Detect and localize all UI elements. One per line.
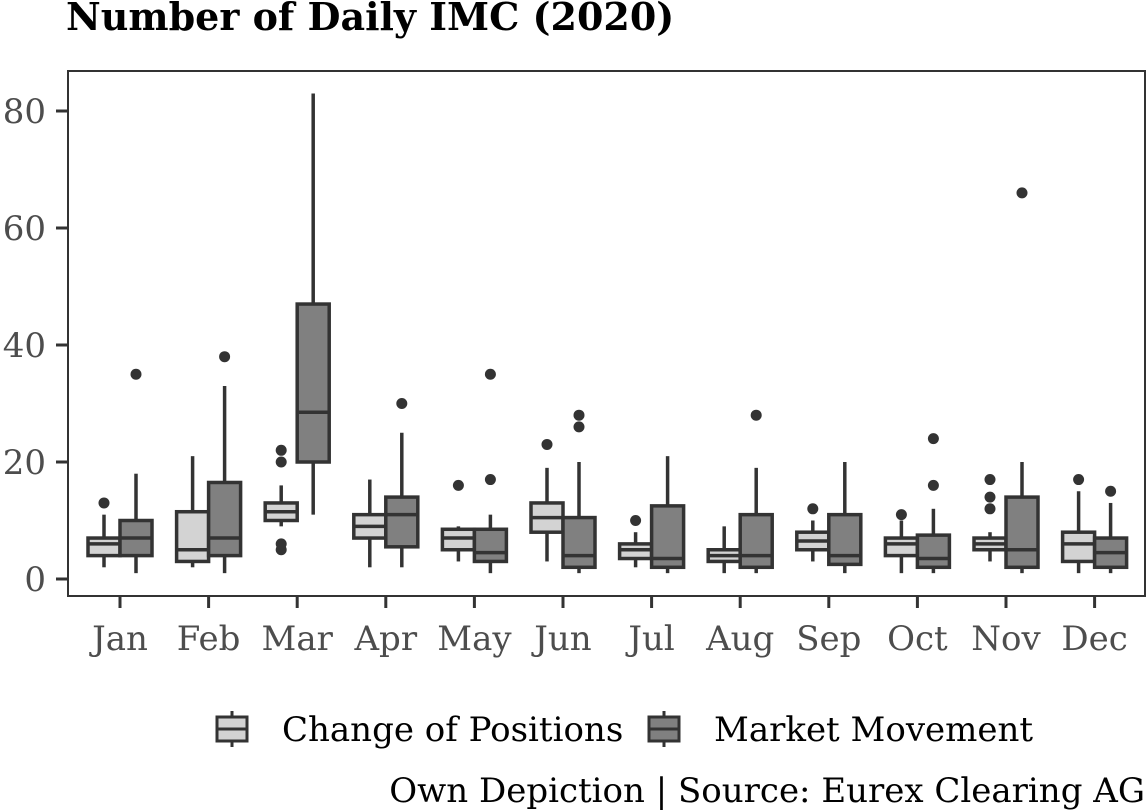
box-iqr [384, 495, 420, 549]
y-tick-label: 0 [24, 560, 46, 600]
x-tick-label: Mar [262, 619, 334, 659]
chart-title: Number of Daily IMC (2020) [66, 0, 674, 39]
x-tick-label: Feb [177, 619, 241, 659]
x-tick-label: May [437, 619, 512, 659]
outlier-point [807, 503, 819, 515]
y-tick-label: 80 [3, 92, 46, 132]
outlier-point [630, 515, 642, 526]
outlier-point [927, 479, 939, 491]
x-tick-label: Aug [705, 619, 774, 659]
box-market-movement-jul [649, 456, 686, 574]
y-axis: 0 20 40 60 80 [3, 92, 68, 600]
box-iqr [738, 512, 774, 570]
outlier-point [1105, 485, 1117, 497]
x-axis: Jan Feb Mar Apr May Jun Jul Aug Sep Oct Nov Dec [89, 596, 1128, 659]
outlier-point [895, 509, 907, 521]
box-change-of-positions-jul [617, 515, 654, 568]
outlier-point [219, 351, 231, 363]
box-iqr [561, 515, 597, 570]
x-tick-label: Jun [531, 619, 591, 659]
box-market-movement-jan [118, 368, 154, 574]
box-change-of-positions-jun [529, 438, 565, 562]
outlier-point [275, 456, 287, 468]
box-change-of-positions-nov [972, 474, 1008, 562]
outlier-point [275, 444, 287, 456]
x-tick-label: Jan [89, 619, 148, 659]
box-iqr [206, 480, 243, 558]
outlier-point [484, 474, 496, 486]
x-tick-label: Apr [354, 619, 418, 659]
box-iqr [915, 533, 952, 570]
box-iqr [295, 302, 331, 464]
box-change-of-positions-mar [263, 444, 299, 556]
outlier-point [130, 368, 142, 380]
outlier-point [396, 398, 408, 409]
box-change-of-positions-aug [706, 526, 742, 574]
x-tick-label: Nov [971, 619, 1041, 659]
box-iqr [472, 527, 509, 564]
legend: Change of Positions Market Movement [215, 710, 1033, 750]
outlier-point [1016, 187, 1028, 199]
outlier-point [275, 538, 287, 550]
outlier-point [927, 433, 939, 445]
y-tick-label: 40 [3, 326, 46, 366]
outlier-point [984, 503, 996, 515]
x-tick-label: Oct [887, 619, 948, 659]
x-tick-label: Jul [625, 619, 674, 659]
box-change-of-positions-may [440, 479, 477, 562]
outlier-point [98, 497, 110, 509]
legend-label: Change of Positions [282, 710, 623, 750]
legend-label: Market Movement [714, 710, 1033, 750]
box-market-movement-mar [295, 93, 331, 515]
outlier-point [750, 409, 762, 421]
outlier-point [484, 368, 496, 380]
box-iqr [86, 536, 122, 558]
box-change-of-positions-jan [86, 497, 122, 568]
chart-caption: Own Depiction | Source: Eurex Clearing A… [389, 771, 1145, 811]
outlier-point [573, 409, 585, 421]
box-market-movement-feb [206, 351, 243, 574]
box-change-of-positions-dec [1060, 474, 1097, 574]
box-market-movement-nov [1004, 187, 1040, 574]
legend-item-change-of-positions: Change of Positions [215, 710, 623, 750]
x-tick-label: Sep [796, 619, 861, 659]
box-iqr [883, 536, 920, 558]
box-change-of-positions-feb [174, 456, 211, 568]
plot-panel-border [67, 70, 1146, 597]
box-change-of-positions-apr [352, 479, 388, 568]
y-tick-label: 20 [3, 443, 46, 483]
outlier-point [541, 438, 553, 450]
box-market-movement-jun [561, 409, 597, 574]
box-change-of-positions-sep [795, 503, 831, 562]
box-iqr [174, 509, 211, 564]
box-iqr [1060, 530, 1097, 564]
box-market-movement-may [472, 368, 509, 574]
outlier-point [984, 491, 996, 503]
box-market-movement-oct [915, 433, 952, 574]
outlier-point [573, 421, 585, 433]
x-tick-label: Dec [1061, 619, 1127, 659]
box-iqr [1004, 495, 1040, 570]
outlier-point [452, 479, 464, 491]
outlier-point [1073, 474, 1085, 486]
box-market-movement-sep [827, 462, 863, 574]
box-market-movement-dec [1092, 485, 1129, 574]
outlier-point [984, 474, 996, 486]
box-market-movement-apr [384, 398, 420, 568]
boxes-layer [86, 93, 1129, 574]
box-change-of-positions-oct [883, 509, 920, 574]
y-tick-label: 60 [3, 209, 46, 249]
legend-item-market-movement: Market Movement [647, 710, 1033, 750]
box-market-movement-aug [738, 409, 774, 574]
